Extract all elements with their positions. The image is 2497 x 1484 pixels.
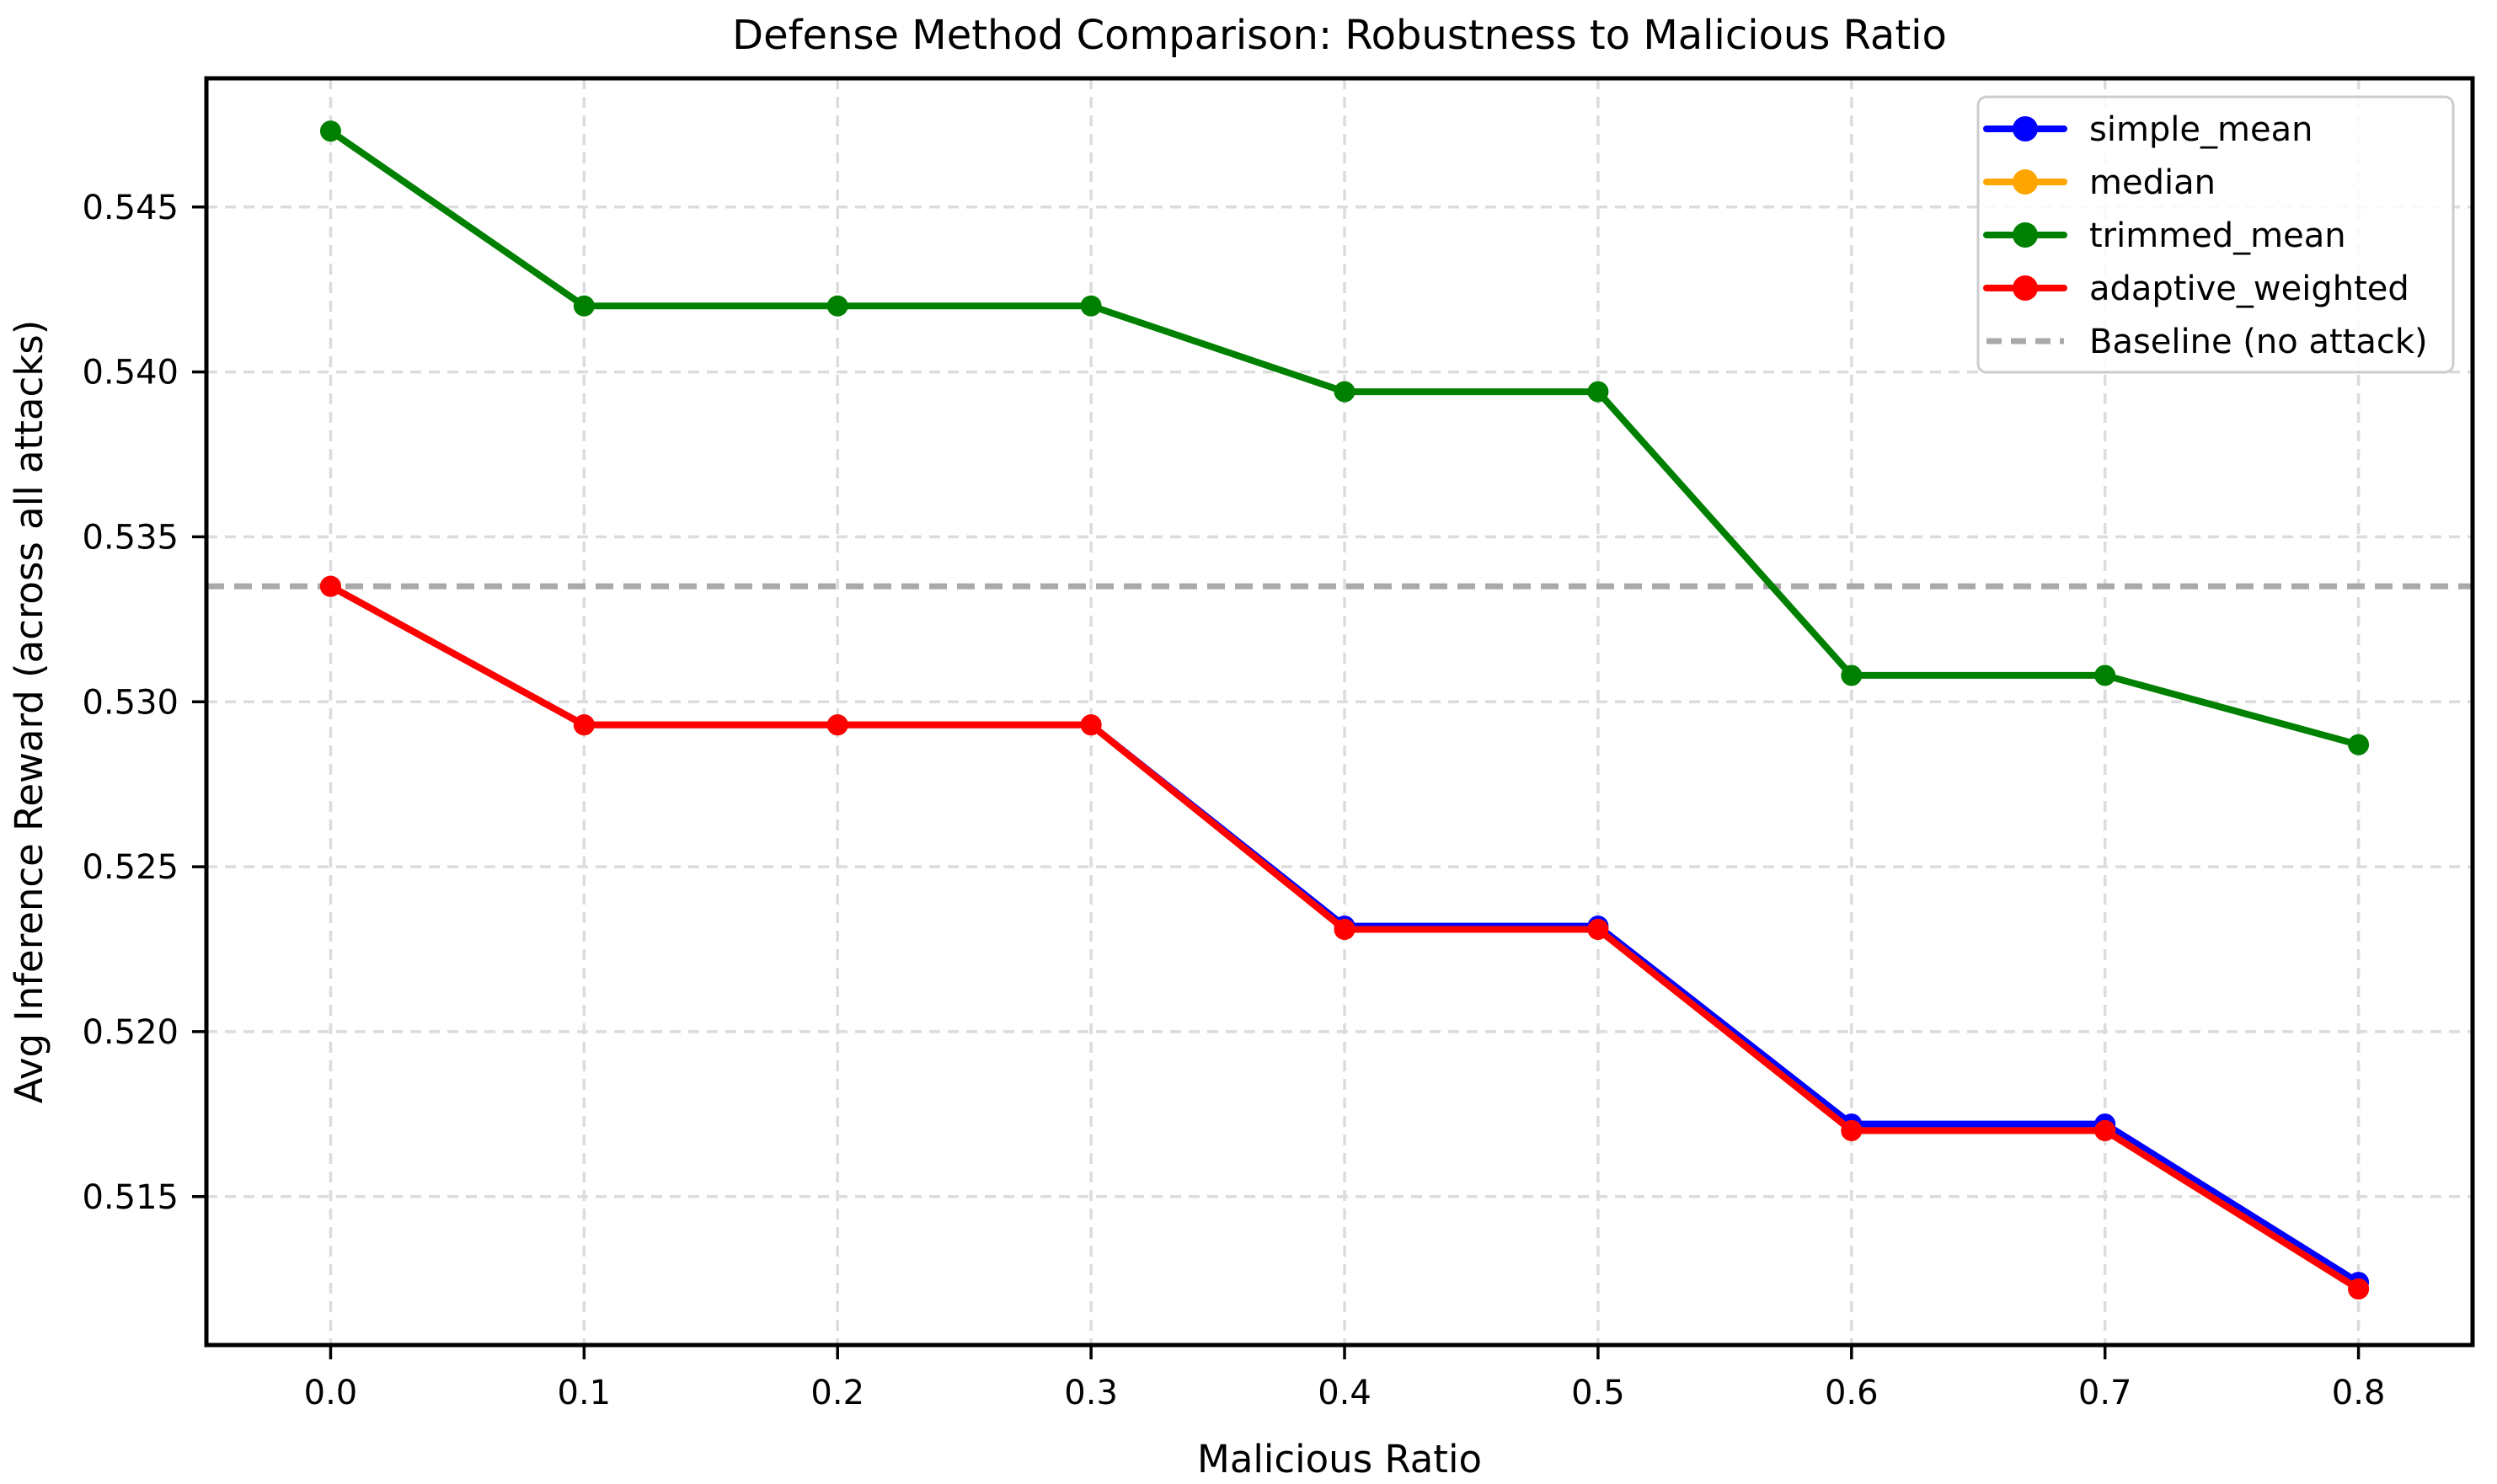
series-marker-adaptive_weighted: [319, 575, 341, 597]
tick-layer: 0.0 0.1 0.2 0.3 0.4 0.5 0.6 0.7 0.8 0.515 0.520 0.5…: [82, 189, 2385, 1412]
series-marker-adaptive_weighted: [1334, 919, 1355, 940]
legend-box: [1976, 95, 2455, 374]
x-tick-label: 0.4: [1318, 1374, 1371, 1412]
series-marker-adaptive_weighted: [826, 714, 848, 736]
y-tick-label: 0.540: [82, 354, 179, 392]
y-tick-label: 0.520: [82, 1013, 179, 1052]
x-tick-label: 0.2: [810, 1374, 864, 1412]
series-layer: [319, 120, 2370, 1300]
legend-swatch-marker: [2013, 169, 2038, 195]
y-tick-label: 0.535: [82, 518, 179, 557]
legend-swatch-marker: [2013, 116, 2038, 141]
spine-layer: [204, 76, 2475, 1348]
x-axis-label: Malicious Ratio: [1197, 1437, 1482, 1481]
series-marker-adaptive_weighted: [1080, 714, 1102, 736]
legend-item-adaptive_weighted: adaptive_weighted: [1983, 270, 2409, 308]
legend-label: simple_mean: [2089, 110, 2313, 149]
legend-label: trimmed_mean: [2089, 216, 2346, 255]
legend-label: Baseline (no attack): [2089, 323, 2428, 361]
series-marker-trimmed_mean: [319, 120, 341, 142]
x-tick-label: 0.8: [2332, 1374, 2386, 1412]
series-marker-adaptive_weighted: [1841, 1119, 1863, 1141]
x-tick-label: 0.6: [1825, 1374, 1879, 1412]
series-marker-trimmed_mean: [1080, 295, 1102, 317]
series-marker-adaptive_weighted: [1587, 919, 1609, 940]
series-marker-trimmed_mean: [2348, 734, 2370, 755]
x-tick-label: 0.0: [304, 1374, 358, 1412]
legend-swatch-marker: [2013, 222, 2038, 248]
legend-label: median: [2089, 163, 2216, 202]
legend-label: adaptive_weighted: [2089, 270, 2409, 308]
series-marker-trimmed_mean: [1841, 665, 1863, 686]
series-marker-trimmed_mean: [1587, 381, 1609, 403]
series-marker-trimmed_mean: [1334, 381, 1355, 403]
legend-item-median: median: [1983, 163, 2216, 202]
chart-title: Defense Method Comparison: Robustness to…: [732, 12, 1947, 59]
legend-item-simple_mean: simple_mean: [1983, 110, 2313, 149]
series-adaptive_weighted: [319, 575, 2370, 1300]
series-marker-adaptive_weighted: [2094, 1119, 2116, 1141]
x-tick-label: 0.7: [2078, 1374, 2132, 1412]
legend-item-baseline: Baseline (no attack): [1986, 323, 2428, 361]
plot-border: [204, 76, 2475, 1348]
series-marker-adaptive_weighted: [2348, 1278, 2370, 1300]
legend-swatch-marker: [2013, 275, 2038, 301]
y-tick-label: 0.530: [82, 683, 179, 722]
x-tick-label: 0.5: [1571, 1374, 1625, 1412]
y-tick-label: 0.525: [82, 848, 179, 887]
y-axis-label: Avg Inference Reward (across all attacks…: [7, 320, 51, 1104]
series-marker-trimmed_mean: [826, 295, 848, 317]
series-marker-trimmed_mean: [2094, 665, 2116, 686]
x-tick-label: 0.1: [558, 1374, 612, 1412]
series-trimmed_mean: [319, 120, 2370, 755]
legend-item-trimmed_mean: trimmed_mean: [1983, 216, 2346, 255]
y-tick-label: 0.515: [82, 1178, 179, 1217]
y-tick-label: 0.545: [82, 189, 179, 227]
series-marker-trimmed_mean: [573, 295, 595, 317]
x-tick-label: 0.3: [1064, 1374, 1118, 1412]
series-marker-adaptive_weighted: [573, 714, 595, 736]
